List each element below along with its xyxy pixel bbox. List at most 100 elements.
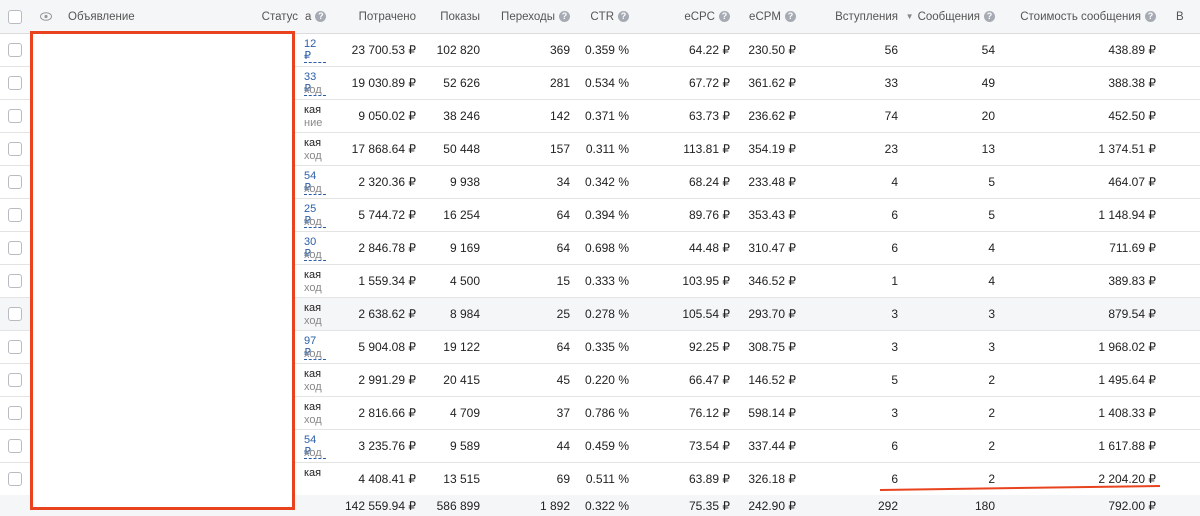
cell-ecpc: 44.48 ₽ [689, 241, 730, 255]
cell-ctr: 0.698 % [584, 241, 629, 255]
col-ad[interactable]: Объявление [68, 10, 135, 23]
cell-ecpc: 89.76 ₽ [689, 208, 730, 222]
cell-clicks: 37 [556, 406, 570, 420]
col-clicks[interactable]: Переходы? [490, 0, 570, 33]
row-checkbox[interactable] [8, 241, 22, 255]
col-next[interactable]: В [1176, 10, 1184, 23]
cell-impressions: 38 246 [443, 109, 480, 123]
cell-messages: 5 [988, 175, 995, 189]
row-checkbox[interactable] [8, 175, 22, 189]
cell-ecpm: 146.52 ₽ [748, 373, 796, 387]
table-row[interactable]: кая ход 17 868.64 ₽ 50 448 157 0.311 % 113.81 … [0, 133, 1200, 166]
fragment-line-2: ние [304, 117, 323, 129]
cell-message-cost: 1 968.02 ₽ [1098, 340, 1156, 354]
help-icon[interactable]: ? [559, 11, 570, 22]
table-row[interactable]: 25 ₽ ход 5 744.72 ₽ 16 254 64 0.394 % 89.76 ₽ 3… [0, 199, 1200, 232]
col-ecpc[interactable]: eCPC? [660, 0, 730, 33]
table-row[interactable]: 54 ₽ ход 2 320.36 ₽ 9 938 34 0.342 % 68.24 ₽ 23… [0, 166, 1200, 199]
col-ctr[interactable]: CTR? [580, 0, 629, 33]
fragment-line-2: ход [304, 216, 322, 228]
cell-messages: 4 [988, 241, 995, 255]
col-budget-fragment[interactable]: а? [305, 0, 329, 33]
table-row[interactable]: 54 ₽ ход 3 235.76 ₽ 9 589 44 0.459 % 73.54 ₽ 33… [0, 430, 1200, 463]
help-icon[interactable]: ? [984, 11, 995, 22]
col-spent[interactable]: Потрачено [358, 10, 416, 23]
cell-message-cost: 389.83 ₽ [1108, 274, 1156, 288]
budget-status-fragment: 25 ₽ ход [304, 199, 326, 231]
table-header: Объявление Статус а? Потрачено Показы Пе… [0, 0, 1200, 34]
col-joins[interactable]: Вступления [835, 10, 898, 23]
fragment-line-2: ход [304, 348, 322, 360]
col-messages[interactable]: ▼ Сообщения? [900, 0, 995, 33]
fragment-line-1[interactable]: 97 ₽ [304, 335, 326, 360]
cell-clicks: 142 [549, 109, 570, 123]
fragment-line-1[interactable]: 33 ₽ [304, 71, 326, 96]
row-checkbox[interactable] [8, 373, 22, 387]
budget-status-fragment: кая ход [304, 265, 326, 297]
row-checkbox[interactable] [8, 439, 22, 453]
help-icon[interactable]: ? [719, 11, 730, 22]
cell-message-cost: 1 148.94 ₽ [1098, 208, 1156, 222]
help-icon[interactable]: ? [1145, 11, 1156, 22]
help-icon[interactable]: ? [785, 11, 796, 22]
col-ecpm[interactable]: eCPM? [730, 0, 796, 33]
cell-ctr: 0.220 % [584, 373, 629, 387]
col-message-cost[interactable]: Стоимость сообщения? [1000, 0, 1156, 33]
cell-message-cost: 452.50 ₽ [1108, 109, 1156, 123]
table-row[interactable]: 12 ₽ 23 700.53 ₽ 102 820 369 0.359 % 64.22 ₽ 2… [0, 34, 1200, 67]
table-row[interactable]: кая ход 2 991.29 ₽ 20 415 45 0.220 % 66.47 ₽ 14… [0, 364, 1200, 397]
table-row[interactable]: 30 ₽ ход 2 846.78 ₽9 169 64 0.698 % 44.48 ₽31… [0, 232, 1200, 265]
eye-icon[interactable] [40, 12, 52, 21]
row-checkbox[interactable] [8, 208, 22, 222]
cell-spent: 5 904.08 ₽ [358, 340, 416, 354]
row-checkbox[interactable] [8, 340, 22, 354]
col-status[interactable]: Статус [261, 10, 298, 23]
fragment-line-1: кая [304, 137, 322, 149]
help-icon[interactable]: ? [618, 11, 629, 22]
cell-clicks: 281 [549, 76, 570, 90]
row-checkbox[interactable] [8, 307, 22, 321]
row-checkbox[interactable] [8, 472, 22, 486]
cell-joins: 1 [891, 274, 898, 288]
row-checkbox[interactable] [8, 274, 22, 288]
cell-spent: 2 638.62 ₽ [358, 307, 416, 321]
cell-impressions: 19 122 [443, 340, 480, 354]
total-clicks: 1 892 [539, 498, 570, 513]
cell-ecpm: 293.70 ₽ [748, 307, 796, 321]
cell-joins: 6 [891, 241, 898, 255]
fragment-line-1[interactable]: 54 ₽ [304, 434, 326, 459]
cell-impressions: 8 984 [449, 307, 480, 321]
row-checkbox[interactable] [8, 142, 22, 156]
cell-ctr: 0.394 % [584, 208, 629, 222]
table-row[interactable]: 97 ₽ ход 5 904.08 ₽ 19 122 64 0.335 % 92.25 ₽ 3… [0, 331, 1200, 364]
fragment-line-1[interactable]: 54 ₽ [304, 170, 326, 195]
table-row[interactable]: 33 ₽ ход 19 030.89 ₽ 52 626 281 0.534 % 67.72 … [0, 67, 1200, 100]
help-icon[interactable]: ? [315, 11, 327, 22]
fragment-line-1[interactable]: 25 ₽ [304, 203, 326, 228]
fragment-line-2: ход [304, 150, 322, 162]
col-impressions[interactable]: Показы [440, 10, 480, 23]
cell-ctr: 0.459 % [584, 439, 629, 453]
cell-impressions: 9 938 [449, 175, 480, 189]
table-row[interactable]: кая ние 9 050.02 ₽ 38 246 142 0.371 % 63.73 ₽ 2… [0, 100, 1200, 133]
cell-messages: 3 [988, 340, 995, 354]
row-checkbox[interactable] [8, 43, 22, 57]
table-row[interactable]: кая ход 2 816.66 ₽ 4 709 37 0.786 % 76.12 ₽ 598… [0, 397, 1200, 430]
table-row[interactable]: кая ход 1 559.34 ₽ 4 500 15 0.333 % 103.95 ₽ 34… [0, 265, 1200, 298]
cell-ecpc: 73.54 ₽ [689, 439, 730, 453]
select-all-checkbox[interactable] [8, 10, 22, 24]
cell-messages: 5 [988, 208, 995, 222]
redaction-box [30, 31, 295, 510]
fragment-line-1[interactable]: 30 ₽ [304, 236, 326, 261]
row-checkbox[interactable] [8, 76, 22, 90]
cell-impressions: 52 626 [443, 76, 480, 90]
cell-message-cost: 438.89 ₽ [1108, 43, 1156, 57]
cell-messages: 4 [988, 274, 995, 288]
cell-clicks: 64 [556, 241, 570, 255]
cell-ecpc: 92.25 ₽ [689, 340, 730, 354]
fragment-line-1[interactable]: 12 ₽ [304, 38, 326, 63]
cell-ecpm: 346.52 ₽ [748, 274, 796, 288]
row-checkbox[interactable] [8, 109, 22, 123]
row-checkbox[interactable] [8, 406, 22, 420]
budget-status-fragment: 97 ₽ ход [304, 331, 326, 363]
